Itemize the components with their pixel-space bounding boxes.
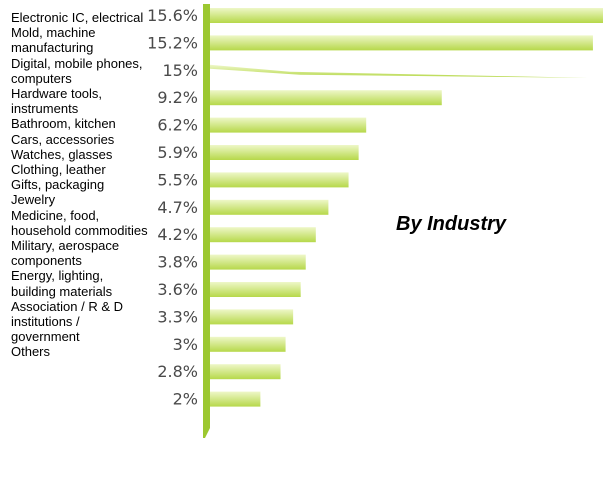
bar <box>210 254 306 270</box>
value-label: 4.2% <box>157 225 198 244</box>
value-label: 4.7% <box>157 198 198 217</box>
value-label: 15.2% <box>147 33 198 52</box>
category-label: Digital, mobile phones, computers <box>11 55 143 86</box>
bar <box>210 364 281 380</box>
bar <box>210 199 329 215</box>
bar <box>210 172 349 188</box>
value-label: 6.2% <box>157 116 198 135</box>
value-label: 3.3% <box>157 307 198 326</box>
category-label: Electronic IC, electrical <box>11 10 144 25</box>
category-label: Bathroom, kitchen <box>11 116 116 132</box>
category-label: Military, aerospace components <box>11 238 120 269</box>
bar <box>210 35 593 51</box>
bar <box>210 309 294 325</box>
bar <box>210 90 442 106</box>
category-labels: Electronic IC, electrical Mold, machine … <box>11 10 151 360</box>
value-label: 5.5% <box>157 170 198 189</box>
category-label: Hardware tools, instruments <box>11 86 103 117</box>
value-label: 3.8% <box>157 253 198 272</box>
category-label: Mold, machine manufacturing <box>11 25 96 56</box>
value-axis <box>203 4 210 438</box>
value-label: 15% <box>162 61 198 80</box>
category-label: Association / R & D institutions / gover… <box>11 298 123 345</box>
category-label: Energy, lighting, building materials <box>11 268 113 299</box>
bar <box>210 282 301 297</box>
category-label: Jewelry <box>11 192 56 208</box>
bar <box>210 117 367 133</box>
value-label: 3.6% <box>157 280 198 299</box>
bar <box>210 391 261 407</box>
value-label: 15.6% <box>147 6 198 25</box>
value-label: 3% <box>173 335 198 354</box>
category-label: Medicine, food, household commodities <box>11 207 148 238</box>
category-label: Cars, accessories <box>11 131 115 147</box>
category-label: Watches, glasses <box>11 146 113 162</box>
value-label: 5.9% <box>157 143 198 162</box>
chart-title: By Industry <box>396 213 507 235</box>
value-label: 2% <box>173 390 198 409</box>
category-label: Others <box>11 344 51 360</box>
bar <box>210 145 359 160</box>
value-label: 2.8% <box>157 362 198 381</box>
bar <box>210 227 316 243</box>
value-label: 9.2% <box>157 88 198 107</box>
bar <box>210 336 286 352</box>
bar <box>210 8 603 23</box>
category-label: Gifts, packaging <box>11 177 105 193</box>
bar <box>210 64 588 78</box>
category-label: Clothing, leather <box>11 162 106 178</box>
